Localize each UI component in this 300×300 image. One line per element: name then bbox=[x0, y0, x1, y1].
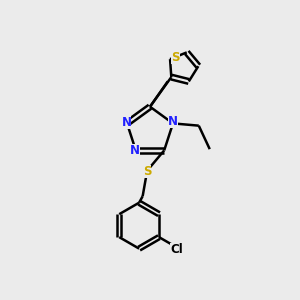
Text: S: S bbox=[171, 51, 180, 64]
Text: Cl: Cl bbox=[170, 243, 183, 256]
Text: N: N bbox=[168, 115, 178, 128]
Text: S: S bbox=[143, 165, 152, 178]
Text: N: N bbox=[122, 116, 131, 129]
Text: N: N bbox=[130, 145, 140, 158]
